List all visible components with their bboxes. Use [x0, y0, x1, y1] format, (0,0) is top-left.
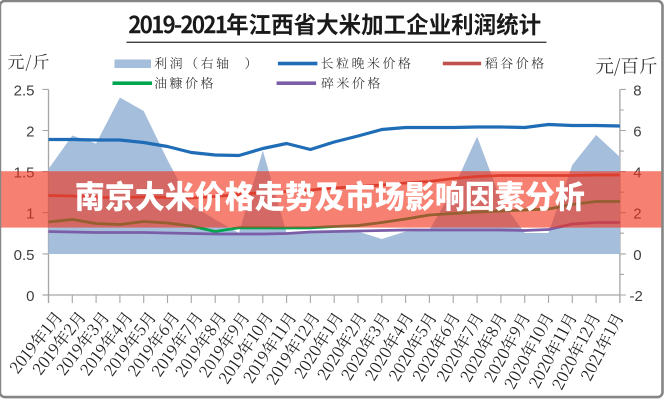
svg-text:2.5: 2.5	[14, 82, 35, 99]
svg-text:0.5: 0.5	[14, 247, 35, 264]
svg-text:2: 2	[26, 124, 34, 141]
svg-text:6: 6	[633, 124, 641, 141]
svg-text:0: 0	[633, 247, 641, 264]
svg-text:8: 8	[633, 82, 641, 99]
svg-text:0: 0	[26, 288, 34, 305]
svg-text:-2: -2	[630, 288, 643, 305]
